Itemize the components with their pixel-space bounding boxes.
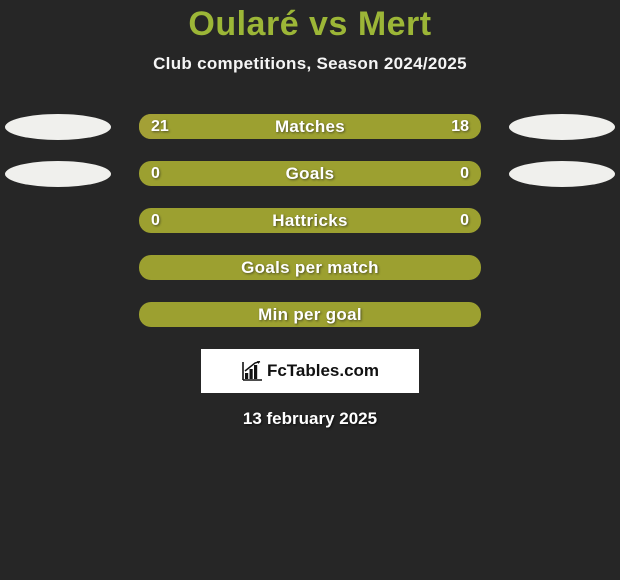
stat-value-left: 0 — [151, 161, 160, 186]
stat-value-right: 0 — [460, 161, 469, 186]
player-right-marker — [509, 114, 615, 140]
stat-label: Min per goal — [139, 302, 481, 327]
stat-row: Goals0 0 — [0, 161, 620, 186]
page-title: Oularé vs Mert — [0, 5, 620, 44]
brand-text: FcTables.com — [267, 361, 379, 381]
stat-value-right: 18 — [451, 114, 469, 139]
player-left-marker — [5, 161, 111, 187]
bar-chart-icon — [241, 361, 263, 381]
stat-label: Hattricks — [139, 208, 481, 233]
stat-row: Goals per match — [0, 255, 620, 280]
stat-bar: Goals0 0 — [139, 161, 481, 186]
player-left-marker — [5, 114, 111, 140]
player-right-marker — [509, 161, 615, 187]
stat-label: Goals — [139, 161, 481, 186]
stat-row: Hattricks0 0 — [0, 208, 620, 233]
comparison-widget: Oularé vs Mert Club competitions, Season… — [0, 0, 620, 429]
subtitle: Club competitions, Season 2024/2025 — [0, 54, 620, 74]
date-label: 13 february 2025 — [0, 409, 620, 429]
brand-inner: FcTables.com — [241, 361, 379, 381]
stat-value-left: 0 — [151, 208, 160, 233]
stat-label: Matches — [139, 114, 481, 139]
stat-value-right: 0 — [460, 208, 469, 233]
stat-bar: Hattricks0 0 — [139, 208, 481, 233]
stats-list: Matches2118Goals00Hattricks00Goals per m… — [0, 114, 620, 327]
stat-row: Min per goal — [0, 302, 620, 327]
stat-label: Goals per match — [139, 255, 481, 280]
stat-bar: Min per goal — [139, 302, 481, 327]
stat-bar: Matches21 18 — [139, 114, 481, 139]
brand-badge[interactable]: FcTables.com — [201, 349, 419, 393]
stat-value-left: 21 — [151, 114, 169, 139]
stat-row: Matches21 18 — [0, 114, 620, 139]
stat-bar: Goals per match — [139, 255, 481, 280]
